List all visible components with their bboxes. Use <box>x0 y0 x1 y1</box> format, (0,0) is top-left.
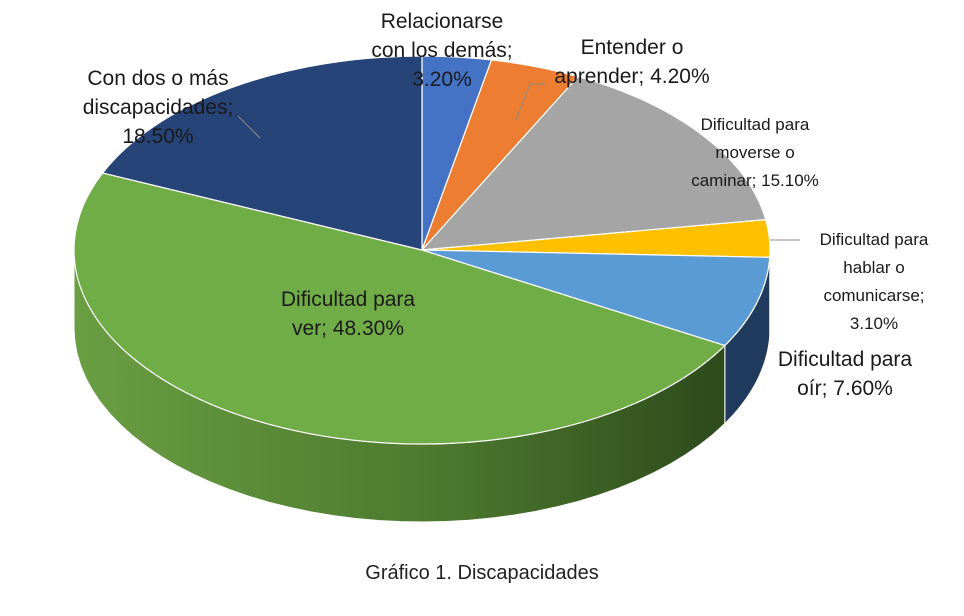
slice-label-line: con los demás; <box>371 39 512 62</box>
slice-label-line: aprender; 4.20% <box>554 65 709 88</box>
slice-label-line: moverse o <box>715 143 794 162</box>
slice-label-line: Dificultad para <box>281 288 416 311</box>
slice-label-line: Entender o <box>581 36 684 59</box>
slice-label-line: ver; 48.30% <box>292 317 404 340</box>
slice-label-line: discapacidades; <box>83 96 234 119</box>
slice-label-line: oír; 7.60% <box>797 377 893 400</box>
slice-label-0: Relacionarse con los demás; 3.20% <box>371 10 512 91</box>
slice-label-line: caminar; 15.10% <box>691 171 819 190</box>
pie-slice-6 <box>102 55 423 251</box>
slice-label-line: comunicarse; <box>823 286 924 305</box>
slice-label-line: Relacionarse <box>381 10 504 33</box>
leader-line-1 <box>515 83 546 121</box>
slice-label-line: hablar o <box>843 258 904 277</box>
leader-line-6 <box>237 115 261 139</box>
slice-label-2: Dificultad para moverse o caminar; 15.10% <box>691 115 819 190</box>
slice-label-6: Con dos o más discapacidades; 18.50% <box>83 67 234 148</box>
slice-label-line: 18.50% <box>122 125 193 148</box>
pie-chart: Relacionarse con los demás; 3.20% Entender … <box>73 10 929 523</box>
slice-label-5: Dificultad para ver; 48.30% <box>281 288 416 340</box>
pie-slice-4 <box>421 249 771 347</box>
slice-label-3: Dificultad para hablar o comunicarse; 3.10% <box>820 230 929 333</box>
pie-slice-2 <box>421 75 767 251</box>
slice-label-line: 3.10% <box>850 314 898 333</box>
chart-caption: Gráfico 1. Discapacidades <box>365 562 599 584</box>
pie-slice-5 <box>73 172 726 445</box>
slice-label-line: Dificultad para <box>778 348 913 371</box>
slice-label-line: Dificultad para <box>701 115 810 134</box>
slice-label-line: Dificultad para <box>820 230 929 249</box>
slice-label-1: Entender o aprender; 4.20% <box>554 36 709 88</box>
slice-label-line: 3.20% <box>412 68 472 91</box>
slice-label-line: Con dos o más <box>87 67 228 90</box>
slice-label-4: Dificultad para oír; 7.60% <box>778 348 913 400</box>
